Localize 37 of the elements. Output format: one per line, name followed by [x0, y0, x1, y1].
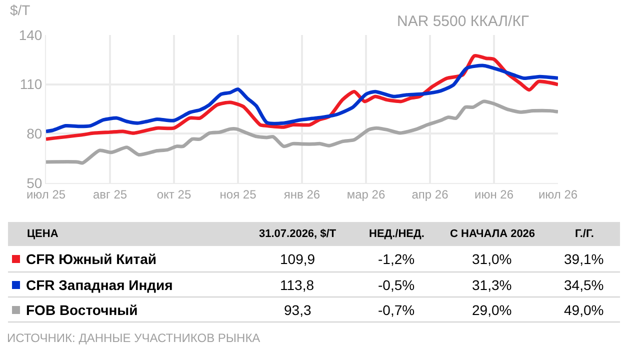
x-tick-label: янв 26	[284, 187, 320, 202]
text: 49,0%	[564, 302, 604, 318]
y-tick-label: 110	[20, 76, 42, 92]
text: -1,2%	[378, 251, 415, 267]
x-tick-label: ноя 25	[220, 187, 257, 202]
line-series	[46, 64, 558, 134]
legend-label: FOB Восточный	[26, 302, 138, 318]
text: 31.07.2026, $/T	[259, 228, 336, 240]
x-tick-label: июн 26	[474, 187, 514, 202]
text: ИСТОЧНИК: ДАННЫЕ УЧАСТНИКОВ РЫНКА	[7, 331, 260, 345]
text: 93,3	[284, 302, 312, 318]
chart-title: NAR 5500 ККАЛ/КГ	[397, 13, 530, 30]
y-axis-title: $/T	[10, 2, 31, 18]
y-tick-label: 140	[18, 26, 42, 43]
text: 34,5%	[564, 277, 604, 293]
x-tick-label: мар 26	[346, 187, 386, 202]
line-series	[46, 54, 558, 141]
text: НЕД./НЕД.	[369, 228, 424, 240]
text: -0,5%	[378, 277, 415, 293]
x-tick-label: июл 26	[538, 187, 578, 202]
legend-label: CFR Южный Китай	[26, 251, 157, 267]
text: 109,9	[280, 251, 316, 267]
text: Г./Г.	[575, 228, 594, 240]
text: 31,0%	[472, 251, 512, 267]
x-tick-label: авг 25	[92, 187, 128, 202]
text: -0,7%	[378, 302, 415, 318]
text: 31,3%	[472, 277, 512, 293]
line-series	[46, 100, 558, 165]
text: С НАЧАЛА 2026	[450, 228, 536, 240]
text: ЦЕНА	[27, 228, 58, 240]
legend-label: CFR Западная Индия	[26, 277, 173, 293]
text: 29,0%	[472, 302, 512, 318]
text: 39,1%	[564, 251, 604, 267]
y-tick-label: 80	[26, 126, 42, 142]
text: 113,8	[280, 277, 314, 293]
x-tick-label: окт 25	[156, 187, 192, 202]
x-tick-label: апр 26	[412, 187, 449, 202]
